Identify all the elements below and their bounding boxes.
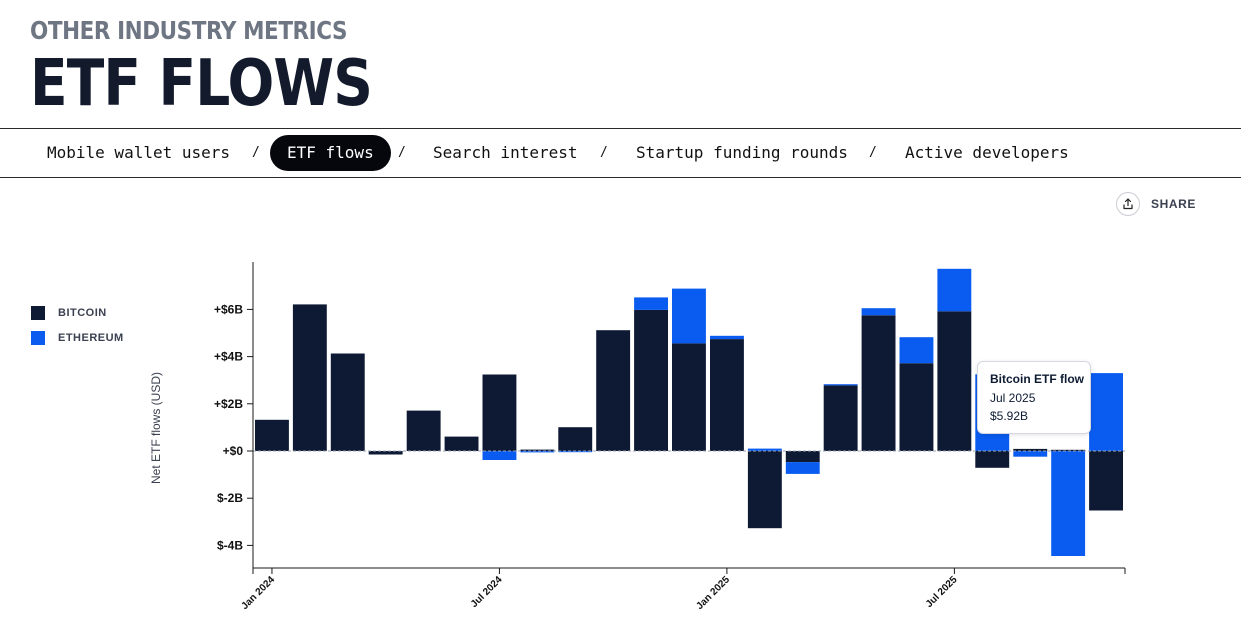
bar-bitcoin[interactable] bbox=[937, 311, 972, 451]
bar-bitcoin[interactable] bbox=[558, 427, 593, 451]
y-tick-label: +$2B bbox=[214, 397, 243, 411]
y-axis-label: Net ETF flows (USD) bbox=[149, 372, 163, 484]
bar-bitcoin[interactable] bbox=[596, 330, 631, 451]
x-tick-label: Jul 2025 bbox=[924, 574, 960, 610]
legend-item-ethereum[interactable]: ETHEREUM bbox=[31, 325, 124, 350]
bar-bitcoin[interactable] bbox=[823, 385, 858, 451]
bar-ethereum[interactable] bbox=[1051, 451, 1086, 556]
x-tick-label: Jan 2025 bbox=[694, 574, 732, 612]
legend-label-bitcoin: BITCOIN bbox=[58, 306, 107, 319]
y-tick-label: $-2B bbox=[217, 491, 243, 505]
page-eyebrow: OTHER INDUSTRY METRICS bbox=[30, 16, 348, 45]
bar-bitcoin[interactable] bbox=[672, 343, 706, 451]
bar-ethereum[interactable] bbox=[937, 268, 972, 312]
bar-bitcoin[interactable] bbox=[1051, 449, 1086, 451]
bar-bitcoin[interactable] bbox=[634, 309, 668, 451]
tooltip-date: Jul 2025 bbox=[990, 391, 1036, 405]
bar-ethereum[interactable] bbox=[520, 451, 555, 453]
bar-bitcoin[interactable] bbox=[1013, 448, 1048, 451]
bar-bitcoin[interactable] bbox=[368, 451, 403, 455]
legend-label-ethereum: ETHEREUM bbox=[58, 331, 124, 344]
tab-separator: / bbox=[252, 145, 260, 160]
y-tick-label: +$0 bbox=[223, 444, 244, 458]
y-tick-label: +$4B bbox=[214, 350, 243, 364]
tab-active-developers[interactable]: Active developers bbox=[905, 143, 1069, 162]
legend-item-bitcoin[interactable]: BITCOIN bbox=[31, 300, 124, 325]
tooltip-value: $5.92B bbox=[990, 409, 1029, 423]
bar-ethereum[interactable] bbox=[634, 297, 668, 310]
tab-etf-flows[interactable]: ETF flows bbox=[270, 135, 391, 171]
bar-bitcoin[interactable] bbox=[330, 353, 365, 452]
page-title: ETF FLOWS bbox=[30, 47, 373, 121]
bar-ethereum[interactable] bbox=[672, 288, 706, 344]
bar-ethereum[interactable] bbox=[785, 462, 820, 474]
bar-ethereum[interactable] bbox=[558, 451, 593, 453]
bar-bitcoin[interactable] bbox=[710, 339, 744, 451]
bar-bitcoin[interactable] bbox=[899, 363, 934, 451]
bar-bitcoin[interactable] bbox=[292, 304, 327, 451]
y-tick-label: +$6B bbox=[214, 302, 243, 316]
share-label: SHARE bbox=[1151, 197, 1197, 211]
share-button[interactable]: SHARE bbox=[1116, 191, 1196, 217]
bar-bitcoin[interactable] bbox=[785, 451, 820, 463]
y-tick-label: $-4B bbox=[217, 538, 243, 552]
bar-ethereum[interactable] bbox=[1089, 373, 1123, 451]
bar-bitcoin[interactable] bbox=[1089, 451, 1123, 511]
tab-separator: / bbox=[600, 145, 608, 160]
bar-bitcoin[interactable] bbox=[747, 451, 782, 529]
legend-swatch-ethereum bbox=[31, 330, 45, 345]
share-icon bbox=[1116, 192, 1140, 216]
bar-ethereum[interactable] bbox=[482, 451, 517, 460]
tab-separator: / bbox=[398, 145, 406, 160]
bar-bitcoin[interactable] bbox=[444, 436, 479, 451]
bar-bitcoin[interactable] bbox=[520, 449, 555, 451]
tab-mobile-wallet-users[interactable]: Mobile wallet users bbox=[47, 143, 231, 162]
bar-bitcoin[interactable] bbox=[975, 451, 1010, 468]
bar-ethereum[interactable] bbox=[823, 384, 858, 386]
tab-startup-funding-rounds[interactable]: Startup funding rounds bbox=[636, 143, 848, 162]
bar-bitcoin[interactable] bbox=[406, 410, 441, 451]
metric-tabs: Mobile wallet users / ETF flows / Search… bbox=[0, 128, 1241, 178]
tab-search-interest[interactable]: Search interest bbox=[433, 143, 578, 162]
bar-ethereum[interactable] bbox=[710, 335, 744, 340]
bar-ethereum[interactable] bbox=[1013, 451, 1048, 457]
x-tick-label: Jan 2024 bbox=[239, 574, 277, 612]
chart-legend: BITCOIN ETHEREUM bbox=[31, 300, 124, 350]
tab-separator: / bbox=[869, 145, 877, 160]
legend-swatch-bitcoin bbox=[31, 305, 45, 320]
bar-ethereum[interactable] bbox=[899, 337, 934, 364]
x-tick-label: Jul 2024 bbox=[469, 574, 505, 610]
bar-ethereum[interactable] bbox=[747, 448, 782, 451]
bar-bitcoin[interactable] bbox=[861, 315, 896, 451]
bar-bitcoin[interactable] bbox=[482, 374, 517, 452]
bar-ethereum[interactable] bbox=[861, 308, 896, 316]
chart-tooltip: Bitcoin ETF flow Jul 2025 $5.92B bbox=[977, 361, 1091, 434]
tooltip-title: Bitcoin ETF flow bbox=[990, 372, 1084, 386]
bar-bitcoin[interactable] bbox=[255, 419, 289, 451]
